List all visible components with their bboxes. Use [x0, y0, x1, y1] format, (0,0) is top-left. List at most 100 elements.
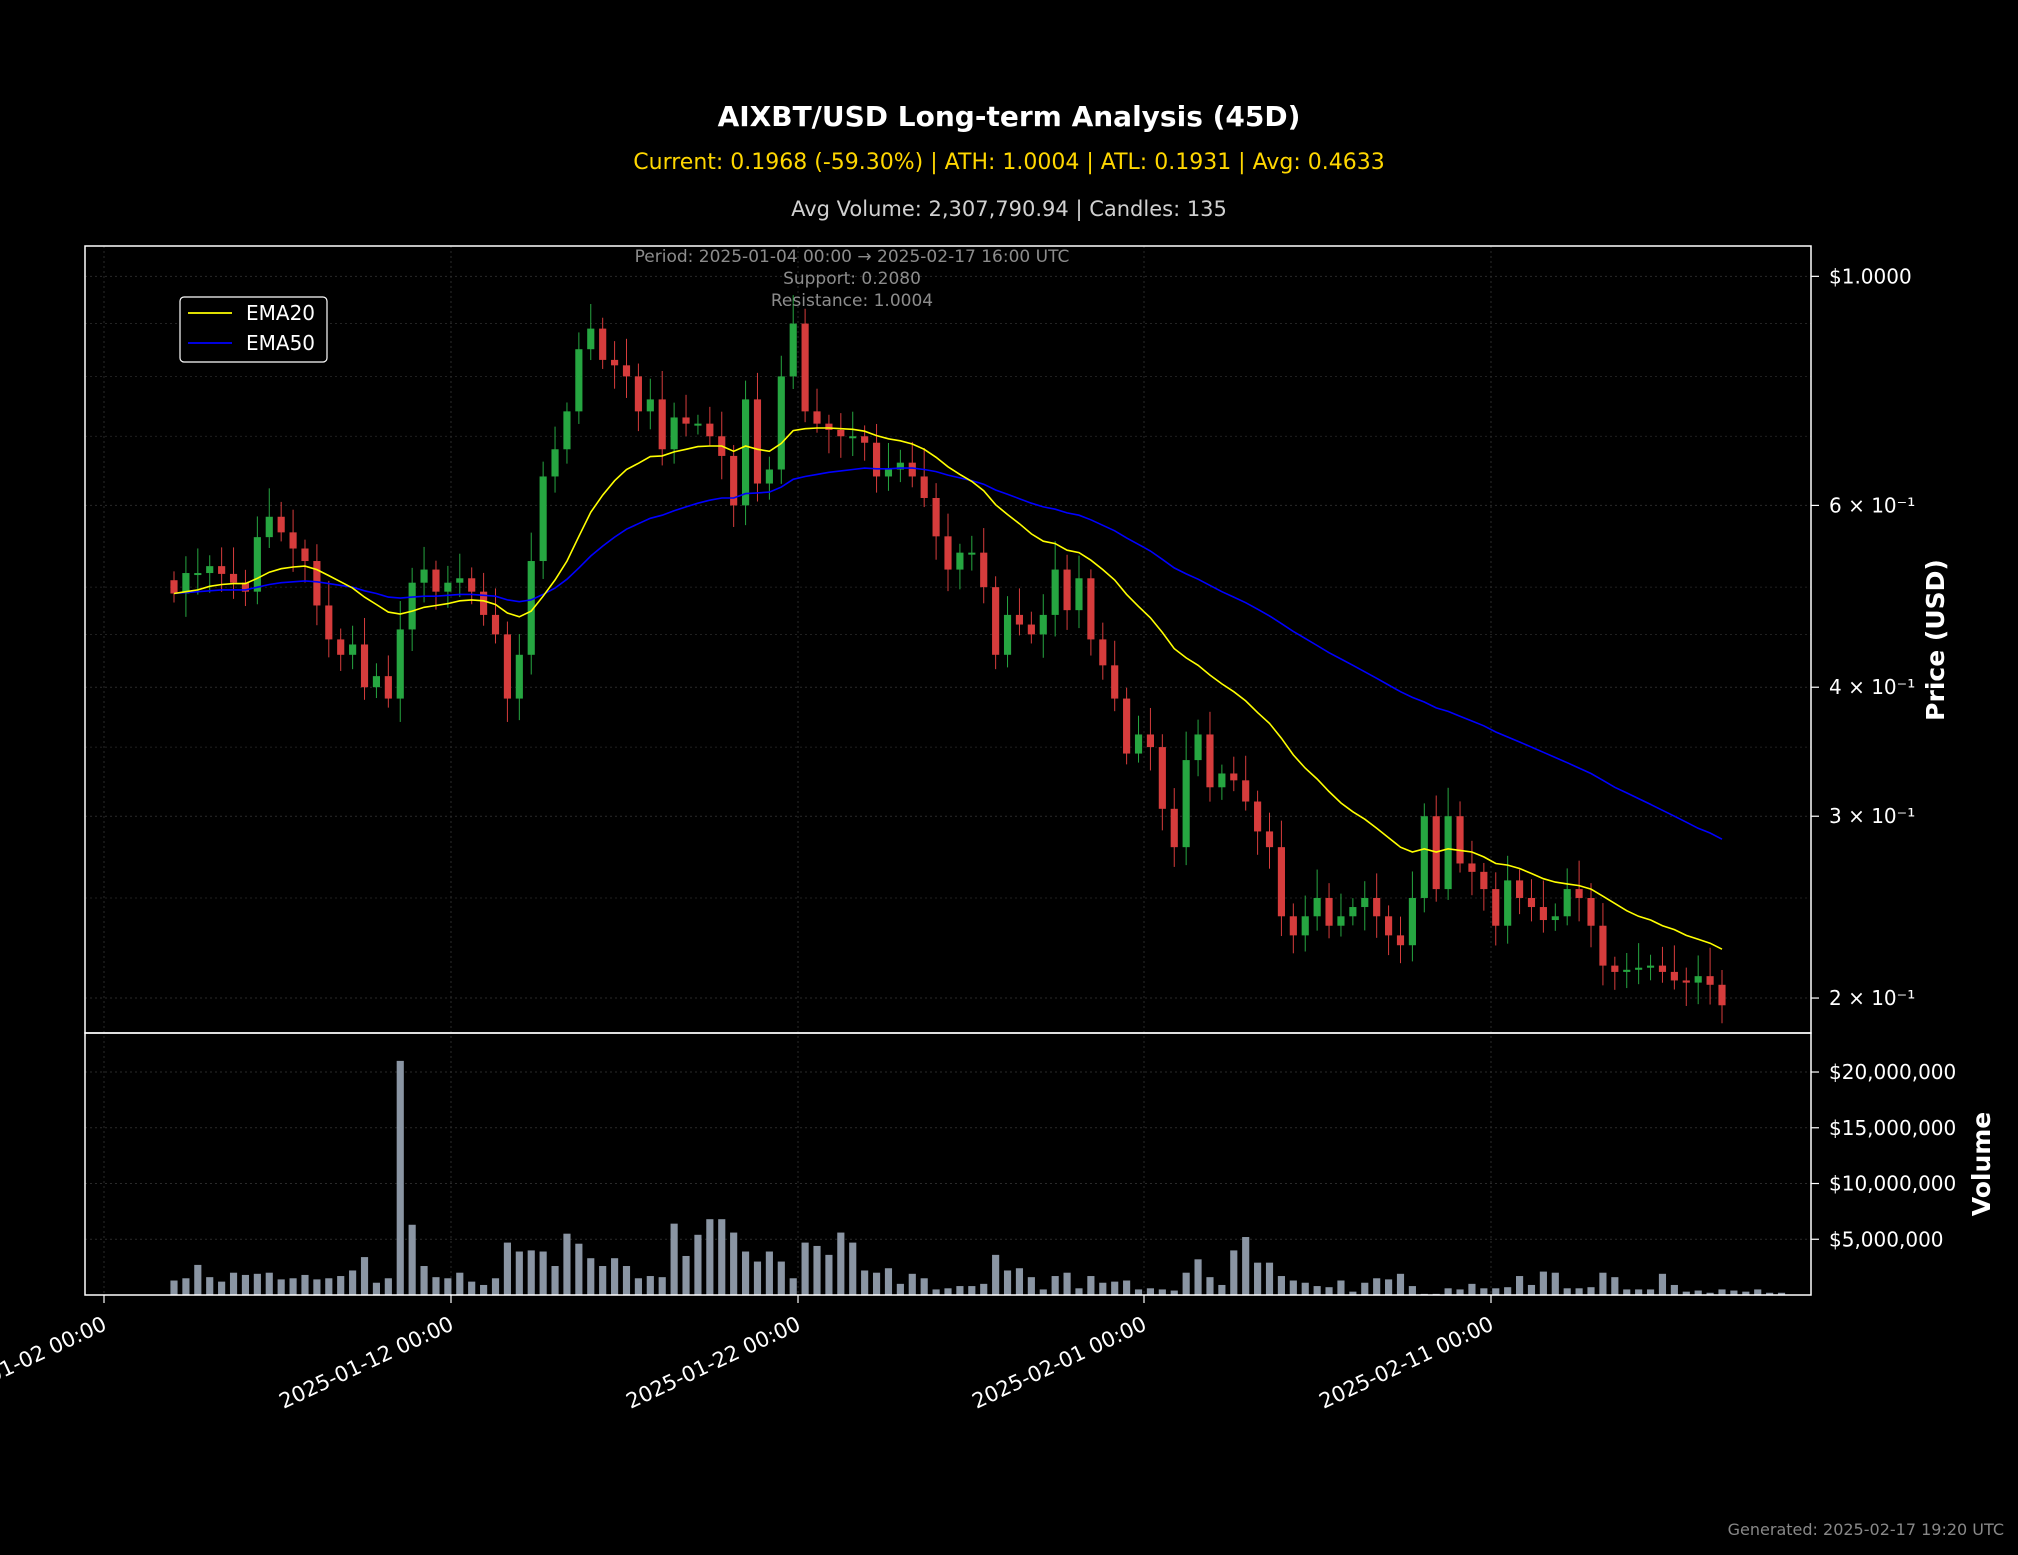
volume-bar	[932, 1289, 940, 1295]
legend-label-ema50: EMA50	[246, 331, 315, 355]
volume-bar	[765, 1251, 773, 1295]
x-axis: 2025-01-02 00:00 2025-01-12 00:00 2025-01-…	[0, 1295, 1497, 1414]
y-tick-label: $5,000,000	[1829, 1227, 1944, 1251]
candle-body	[1539, 907, 1547, 921]
volume-bar	[968, 1286, 976, 1295]
volume-panel: $5,000,000 $10,000,000 $15,000,000 $20,000,…	[84, 1032, 1996, 1296]
volume-bar	[896, 1283, 904, 1295]
volume-bar	[741, 1251, 750, 1295]
volume-bar	[313, 1279, 321, 1295]
candle-body	[1194, 734, 1202, 761]
x-tick-label: 2025-01-02 00:00	[0, 1312, 110, 1414]
candle-body	[1349, 907, 1357, 917]
volume-bar	[813, 1245, 821, 1295]
candle-body	[301, 548, 309, 562]
volume-bar	[1373, 1278, 1381, 1295]
candle-body	[634, 376, 642, 412]
volume-bar	[1611, 1277, 1619, 1295]
candle-body	[265, 516, 273, 538]
volume-bar	[1182, 1272, 1190, 1295]
candle-body	[1504, 880, 1512, 926]
volume-bar	[480, 1284, 488, 1295]
volume-bar	[1718, 1289, 1726, 1295]
candle-body	[444, 582, 452, 592]
volume-bar	[599, 1266, 607, 1295]
candle-body	[1265, 831, 1274, 848]
candle-body	[765, 469, 773, 484]
candle-body	[741, 399, 750, 506]
volume-bar	[539, 1251, 547, 1295]
volume-bar	[575, 1243, 583, 1295]
volume-bar	[1170, 1290, 1178, 1295]
volume-bar	[1325, 1287, 1333, 1295]
candle-body	[194, 573, 202, 576]
volume-bar	[1134, 1289, 1143, 1295]
volume-bar	[1635, 1289, 1643, 1295]
candle-body	[432, 569, 440, 592]
volume-bar	[1777, 1292, 1786, 1295]
candle-body	[980, 552, 988, 588]
ema50-line	[173, 467, 1723, 840]
candle-body	[1658, 965, 1667, 972]
candle-body	[1182, 760, 1190, 848]
volume-bar	[1063, 1272, 1071, 1295]
candle-body	[908, 462, 916, 477]
volume-bar	[491, 1278, 500, 1295]
volume-bar	[789, 1278, 797, 1295]
volume-bar	[1230, 1250, 1238, 1295]
candle-body	[551, 449, 559, 477]
y-tick-label: 3 × 10⁻¹	[1829, 804, 1915, 828]
candle-body	[468, 578, 476, 592]
y-tick-label: $1.0000	[1829, 264, 1912, 288]
volume-bar	[1313, 1286, 1321, 1295]
volume-bar	[1194, 1259, 1202, 1295]
candle-body	[372, 676, 381, 688]
volume-bar	[1504, 1287, 1512, 1295]
volume-bar	[218, 1281, 226, 1295]
candle-body	[932, 497, 940, 537]
volume-bar	[849, 1242, 857, 1295]
volume-bar	[872, 1272, 881, 1295]
candle-body	[872, 442, 881, 477]
candle-body	[1420, 816, 1428, 898]
volume-bar	[694, 1234, 702, 1295]
candle-body	[1218, 773, 1226, 788]
volume-bar	[920, 1278, 928, 1295]
candle-body	[1718, 984, 1726, 1006]
volume-bar	[1146, 1288, 1155, 1295]
volume-bar	[1551, 1272, 1559, 1295]
volume-frame	[84, 1032, 1812, 1296]
volume-bar	[611, 1258, 619, 1295]
candle-body	[658, 399, 666, 450]
y-tick-label: 2 × 10⁻¹	[1829, 986, 1915, 1010]
volume-bar	[1254, 1262, 1262, 1295]
volume-bar	[1658, 1273, 1667, 1295]
y-tick-label: 4 × 10⁻¹	[1829, 675, 1915, 699]
volume-bar	[325, 1278, 333, 1295]
candle-body	[1289, 916, 1297, 936]
candle-body	[1694, 976, 1702, 983]
volume-bar	[658, 1277, 666, 1295]
candle-body	[1003, 614, 1012, 655]
candle-body	[527, 561, 535, 655]
candle-body	[1206, 734, 1214, 788]
candle-body	[670, 417, 678, 450]
volume-bar	[1337, 1280, 1345, 1295]
candle-body	[1158, 747, 1166, 809]
candle-body	[992, 587, 1000, 655]
candle-body	[920, 476, 928, 498]
candle-body	[884, 469, 893, 477]
volume-bar	[1027, 1277, 1035, 1295]
volume-bar	[992, 1254, 1000, 1295]
candle-body	[1563, 889, 1571, 917]
volume-bar	[408, 1224, 416, 1295]
candle-body	[1313, 897, 1321, 917]
volume-y-axis: $5,000,000 $10,000,000 $15,000,000 $20,000,…	[1811, 1060, 1956, 1251]
volume-bar	[396, 1060, 404, 1295]
candle-wicks	[173, 295, 1723, 1024]
volume-bar	[444, 1278, 452, 1295]
volume-bar	[670, 1223, 678, 1295]
candle-body	[277, 516, 285, 533]
volume-bar	[253, 1273, 261, 1295]
